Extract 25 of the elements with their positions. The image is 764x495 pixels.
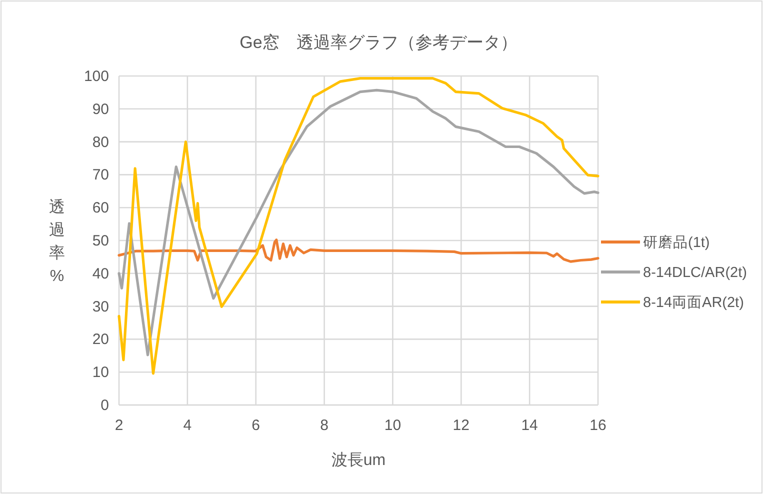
x-tick-label: 14 — [521, 417, 538, 434]
x-tick-label: 8 — [320, 417, 328, 434]
y-tick-label: 70 — [92, 166, 109, 184]
x-tick-label: 6 — [252, 417, 260, 434]
y-tick-label: 100 — [84, 68, 109, 85]
chart-title: Ge窓 透過率グラフ（参考データ） — [240, 33, 518, 52]
legend-label: 研磨品(1t) — [643, 234, 710, 251]
x-tick-label: 4 — [183, 417, 192, 434]
y-axis-title: 透過率% — [49, 198, 65, 285]
legend-label: 8-14両面AR(2t) — [643, 295, 744, 311]
y-tick-label: 30 — [92, 298, 109, 316]
x-tick-label: 10 — [384, 417, 402, 434]
x-tick-label: 12 — [452, 417, 470, 434]
legend-label: 8-14DLC/AR(2t) — [643, 265, 747, 281]
x-axis-title: 波長um — [331, 451, 386, 469]
y-tick-label: 40 — [92, 265, 109, 282]
y-tick-label: 80 — [92, 134, 109, 151]
y-tick-label: 0 — [100, 397, 109, 414]
y-tick-label: 10 — [92, 364, 109, 382]
x-tick-label: 2 — [114, 417, 124, 434]
y-tick-label: 50 — [92, 232, 109, 250]
y-tick-label: 20 — [92, 331, 109, 348]
y-tick-label: 90 — [92, 100, 109, 118]
x-tick-label: 16 — [590, 417, 606, 434]
y-tick-label: 60 — [92, 200, 109, 217]
